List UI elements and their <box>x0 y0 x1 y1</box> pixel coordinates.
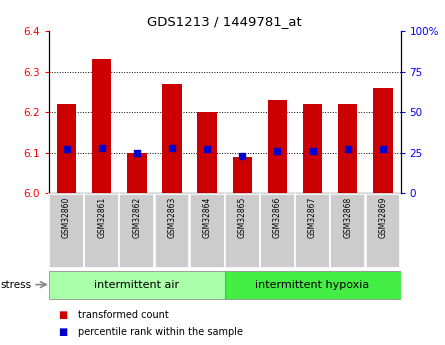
FancyBboxPatch shape <box>365 194 400 268</box>
Point <box>98 145 105 150</box>
Text: GSM32861: GSM32861 <box>97 197 106 238</box>
Text: stress: stress <box>1 280 32 289</box>
Text: intermittent hypoxia: intermittent hypoxia <box>255 280 370 289</box>
Text: GSM32868: GSM32868 <box>343 197 352 238</box>
Point <box>344 147 352 152</box>
Point <box>309 148 316 154</box>
Bar <box>57 104 76 193</box>
Text: GSM32866: GSM32866 <box>273 197 282 238</box>
Bar <box>233 157 252 193</box>
Point <box>239 153 246 159</box>
FancyBboxPatch shape <box>190 194 225 268</box>
Bar <box>162 84 182 193</box>
Point <box>169 145 176 150</box>
FancyBboxPatch shape <box>49 270 225 298</box>
Title: GDS1213 / 1449781_at: GDS1213 / 1449781_at <box>147 16 302 29</box>
Text: transformed count: transformed count <box>78 309 169 319</box>
Bar <box>338 104 357 193</box>
FancyBboxPatch shape <box>225 270 400 298</box>
FancyBboxPatch shape <box>330 194 365 268</box>
Point <box>63 147 70 152</box>
Text: GSM32863: GSM32863 <box>167 197 177 238</box>
Bar <box>303 104 322 193</box>
FancyBboxPatch shape <box>84 194 119 268</box>
Text: percentile rank within the sample: percentile rank within the sample <box>78 327 243 337</box>
Point <box>134 150 141 155</box>
Text: GSM32860: GSM32860 <box>62 197 71 238</box>
Bar <box>127 152 146 193</box>
Point <box>274 148 281 154</box>
Text: GSM32864: GSM32864 <box>202 197 212 238</box>
FancyBboxPatch shape <box>119 194 154 268</box>
Bar <box>373 88 392 193</box>
Bar <box>268 100 287 193</box>
Text: intermittent air: intermittent air <box>94 280 179 289</box>
Text: ■: ■ <box>58 327 67 337</box>
Text: GSM32867: GSM32867 <box>308 197 317 238</box>
FancyBboxPatch shape <box>225 194 260 268</box>
Text: ■: ■ <box>58 309 67 319</box>
FancyBboxPatch shape <box>49 194 84 268</box>
Point <box>380 147 387 152</box>
Text: GSM32865: GSM32865 <box>238 197 247 238</box>
FancyBboxPatch shape <box>260 194 295 268</box>
FancyBboxPatch shape <box>295 194 330 268</box>
Text: GSM32862: GSM32862 <box>132 197 142 238</box>
Bar <box>198 112 217 193</box>
Text: GSM32869: GSM32869 <box>378 197 388 238</box>
Point <box>204 147 211 152</box>
Bar <box>92 59 111 193</box>
FancyBboxPatch shape <box>154 194 190 268</box>
